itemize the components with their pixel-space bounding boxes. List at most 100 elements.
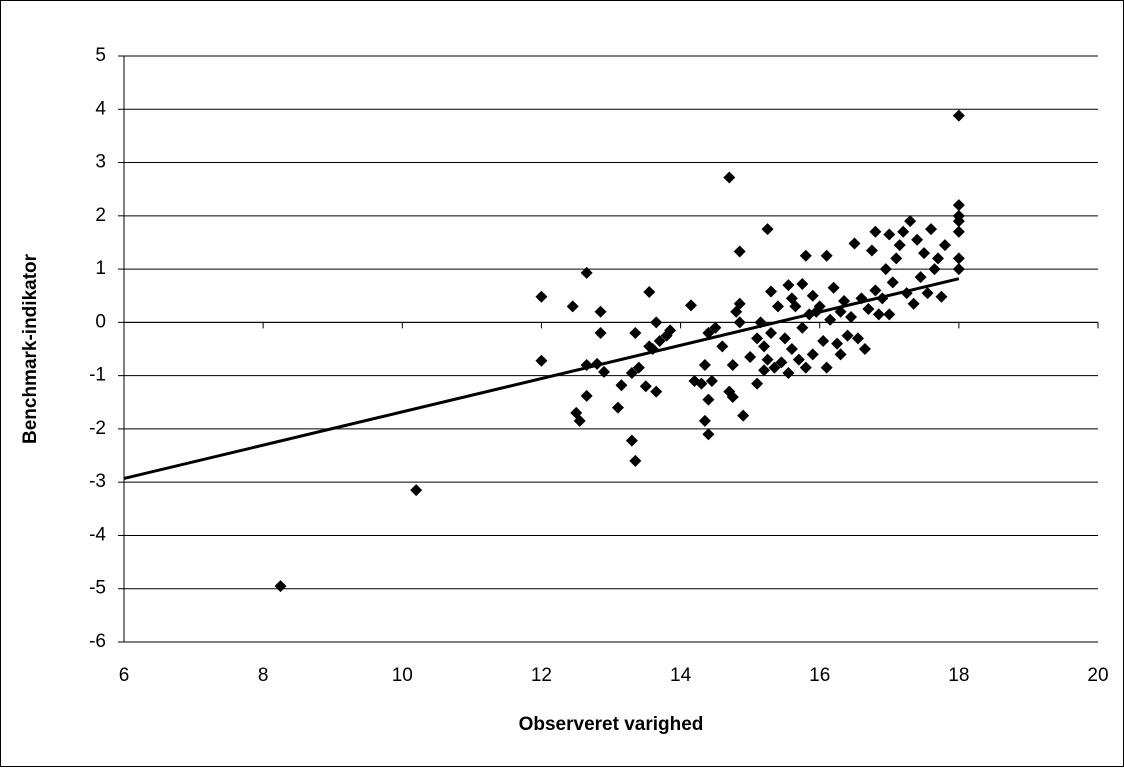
y-tick-label: -3 (89, 471, 106, 492)
point (845, 311, 858, 324)
point (629, 454, 642, 467)
point (952, 225, 965, 238)
point (611, 401, 624, 414)
point (862, 303, 875, 316)
point (639, 380, 652, 393)
point (879, 263, 892, 276)
point (952, 252, 965, 265)
point (625, 434, 638, 447)
point (918, 247, 931, 260)
point (820, 361, 833, 374)
y-tick-label: 3 (95, 152, 106, 173)
trendline (123, 277, 960, 480)
y-tick-label: 0 (95, 311, 106, 332)
point (792, 353, 805, 366)
point (705, 374, 718, 387)
point (782, 366, 795, 379)
point (789, 300, 802, 313)
point (744, 350, 757, 363)
point (931, 252, 944, 265)
point (907, 297, 920, 310)
point (886, 276, 899, 289)
x-axis-title: Observeret varighed (519, 714, 704, 735)
y-tick-label: 5 (95, 45, 106, 66)
point (765, 285, 778, 298)
point (820, 249, 833, 262)
point (702, 393, 715, 406)
point (890, 252, 903, 265)
x-tick-label: 12 (531, 665, 552, 686)
point (775, 356, 788, 369)
point (580, 266, 593, 279)
point (785, 343, 798, 355)
point (911, 233, 924, 246)
point (834, 348, 847, 361)
x-tick-label: 16 (809, 665, 830, 686)
point (733, 316, 746, 329)
point (883, 228, 896, 241)
point (594, 305, 607, 318)
y-axis-title: Benchmark-indikator (20, 253, 41, 444)
y-tick-label: -2 (89, 418, 106, 439)
point (733, 297, 746, 310)
point (806, 348, 819, 361)
point (632, 361, 645, 374)
point (938, 239, 951, 252)
point (872, 308, 885, 321)
point (761, 353, 774, 366)
point (799, 361, 812, 374)
point (921, 287, 934, 300)
point (782, 279, 795, 292)
point (827, 281, 840, 294)
point (615, 379, 628, 392)
point (702, 327, 715, 340)
point (817, 335, 830, 348)
point (768, 361, 781, 374)
point (952, 215, 965, 228)
point (737, 409, 750, 422)
point (904, 215, 917, 228)
point (535, 290, 548, 303)
point (796, 278, 809, 291)
point (831, 337, 844, 350)
point (629, 327, 642, 340)
point (778, 332, 791, 345)
point (723, 171, 736, 184)
point (650, 316, 663, 329)
point (685, 299, 698, 312)
point (799, 249, 812, 262)
point (751, 377, 764, 390)
point (580, 389, 593, 402)
x-tick-label: 20 (1087, 665, 1108, 686)
x-tick-label: 6 (119, 665, 130, 686)
point (952, 109, 965, 122)
point (716, 340, 729, 353)
y-tick-label: -4 (89, 524, 106, 545)
point (573, 414, 586, 427)
point (796, 321, 809, 334)
point (702, 428, 715, 441)
point (806, 289, 819, 302)
y-tick-label: -1 (89, 365, 106, 386)
point (914, 271, 927, 284)
point (664, 324, 677, 337)
point (653, 335, 666, 348)
point (410, 484, 423, 497)
point (897, 225, 910, 238)
point (758, 364, 771, 377)
x-tick-label: 14 (670, 665, 692, 686)
point (274, 580, 287, 593)
point (765, 327, 778, 340)
point (869, 225, 882, 238)
point (695, 377, 708, 390)
point (726, 358, 739, 371)
point (952, 199, 965, 212)
point (698, 358, 711, 371)
y-tick-label: 1 (95, 258, 106, 279)
point (851, 332, 864, 345)
point (698, 414, 711, 427)
point (883, 308, 896, 321)
point (598, 365, 611, 378)
